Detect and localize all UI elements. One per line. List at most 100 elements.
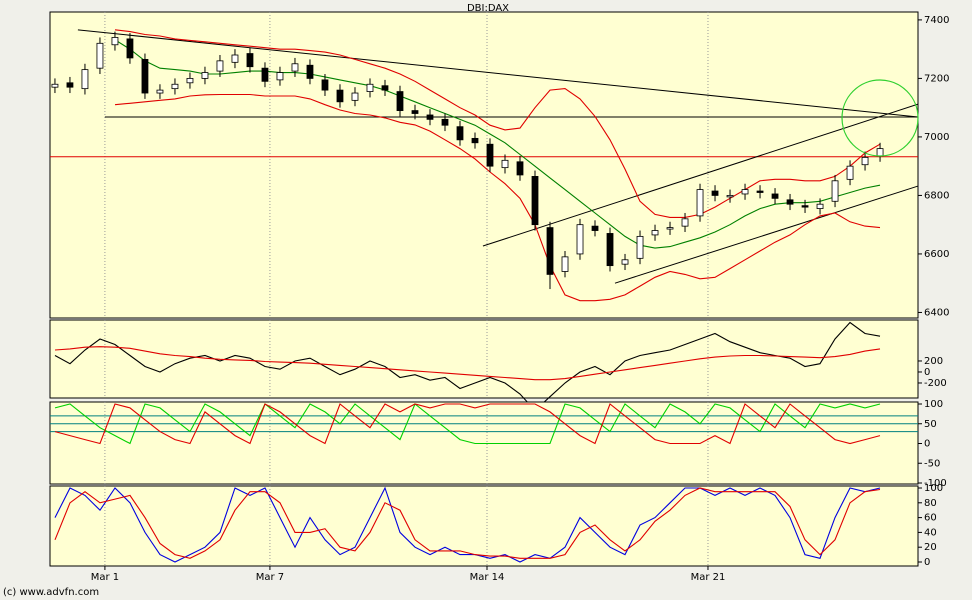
candle-body [366, 83, 374, 92]
y-tick-label: -200 [924, 378, 947, 389]
candle-body [561, 256, 569, 272]
candle-body [516, 161, 524, 176]
y-tick-label: 20 [924, 542, 937, 553]
candle-body [171, 83, 179, 90]
footer: (c) www.advfn.com [3, 587, 99, 598]
y-tick-label: 40 [924, 527, 937, 538]
y-tick-label: 7200 [924, 73, 949, 84]
candle-body [696, 189, 704, 217]
candle-body [336, 89, 344, 103]
candle-body [501, 159, 509, 169]
candle-body [861, 156, 869, 166]
candle-body [291, 63, 299, 72]
y-tick-label: 7000 [924, 132, 949, 143]
candle-body [591, 225, 599, 231]
candle-body [216, 60, 224, 72]
indicator-line [54, 403, 881, 445]
candle-body [111, 37, 119, 46]
x-tick-label: Mar 7 [256, 572, 284, 583]
y-tick-label: 200 [924, 356, 943, 367]
candle-body [231, 54, 239, 63]
candle-body [846, 165, 854, 180]
candle-body [201, 72, 209, 79]
x-tick-label: Mar 14 [470, 572, 505, 583]
candle-body [711, 190, 719, 196]
candle-body [831, 180, 839, 202]
candle-body [306, 64, 314, 79]
candle-body [576, 224, 584, 255]
candle-body [651, 230, 659, 236]
candle-body [81, 69, 89, 90]
candle-body [756, 190, 764, 193]
y-tick-label: 60 [924, 513, 937, 524]
candle-body [606, 233, 614, 267]
x-tick-label: Mar 21 [691, 572, 726, 583]
candle-body [471, 137, 479, 144]
y-tick-label: 6600 [924, 249, 949, 260]
candle-body [156, 89, 164, 94]
indicator-line [54, 321, 881, 412]
y-tick-label: 0 [924, 439, 930, 450]
plot-layer: 640066006800700072007400-2000200-100-500… [49, 11, 949, 583]
candle-body [396, 91, 404, 111]
y-tick-label: 100 [924, 399, 943, 410]
candle-body [381, 85, 389, 91]
candle-body [681, 218, 689, 227]
candle-body [96, 42, 104, 69]
candle-body [456, 126, 464, 141]
candle-body [666, 227, 674, 230]
y-tick-label: 0 [924, 367, 930, 378]
y-tick-label: 6800 [924, 190, 949, 201]
overlay-line [114, 39, 881, 249]
panel [49, 319, 919, 399]
y-tick-label: 50 [924, 419, 937, 430]
candle-body [246, 53, 254, 68]
y-tick-label: 0 [924, 557, 930, 568]
candle-body [426, 114, 434, 120]
highlight-circle [841, 79, 919, 157]
y-tick-label: 7400 [924, 15, 949, 26]
candle-body [441, 118, 449, 126]
indicator-line [54, 346, 881, 381]
candle-body [726, 195, 734, 198]
candle-body [126, 38, 134, 59]
y-tick-label: 100 [924, 483, 943, 494]
trend-line [482, 103, 919, 247]
y-tick-label: -50 [924, 458, 940, 469]
candle-body [771, 193, 779, 199]
candle-body [621, 259, 629, 265]
candle-body [66, 82, 74, 88]
candle-body [186, 78, 194, 84]
panel [49, 11, 919, 319]
candle-body [141, 58, 149, 94]
y-tick-label: -100 [924, 478, 947, 489]
indicator-line [54, 487, 881, 559]
candle-body [321, 79, 329, 91]
trend-line [77, 29, 919, 118]
indicator-line [54, 403, 881, 445]
candle-body [786, 199, 794, 205]
candle-body [276, 72, 284, 81]
x-tick-label: Mar 1 [91, 572, 119, 583]
overlay-line [114, 29, 881, 218]
trend-line [614, 185, 919, 284]
overlay-line [114, 93, 881, 302]
candle-body [261, 67, 269, 82]
candle-body [486, 143, 494, 167]
candle-body [51, 83, 59, 88]
candle-body [801, 205, 809, 208]
candle-body [741, 189, 749, 195]
chart-title: DBI:DAX [467, 3, 509, 14]
candle-body [546, 227, 554, 275]
candle-body [816, 203, 824, 209]
y-tick-label: 6400 [924, 307, 949, 318]
candle-body [636, 235, 644, 259]
candle-body [411, 110, 419, 114]
indicator-line [54, 486, 881, 563]
candle-body [531, 176, 539, 226]
panel [49, 485, 919, 567]
candle-body [351, 92, 359, 101]
candle-body [876, 148, 884, 157]
y-tick-label: 80 [924, 498, 937, 509]
